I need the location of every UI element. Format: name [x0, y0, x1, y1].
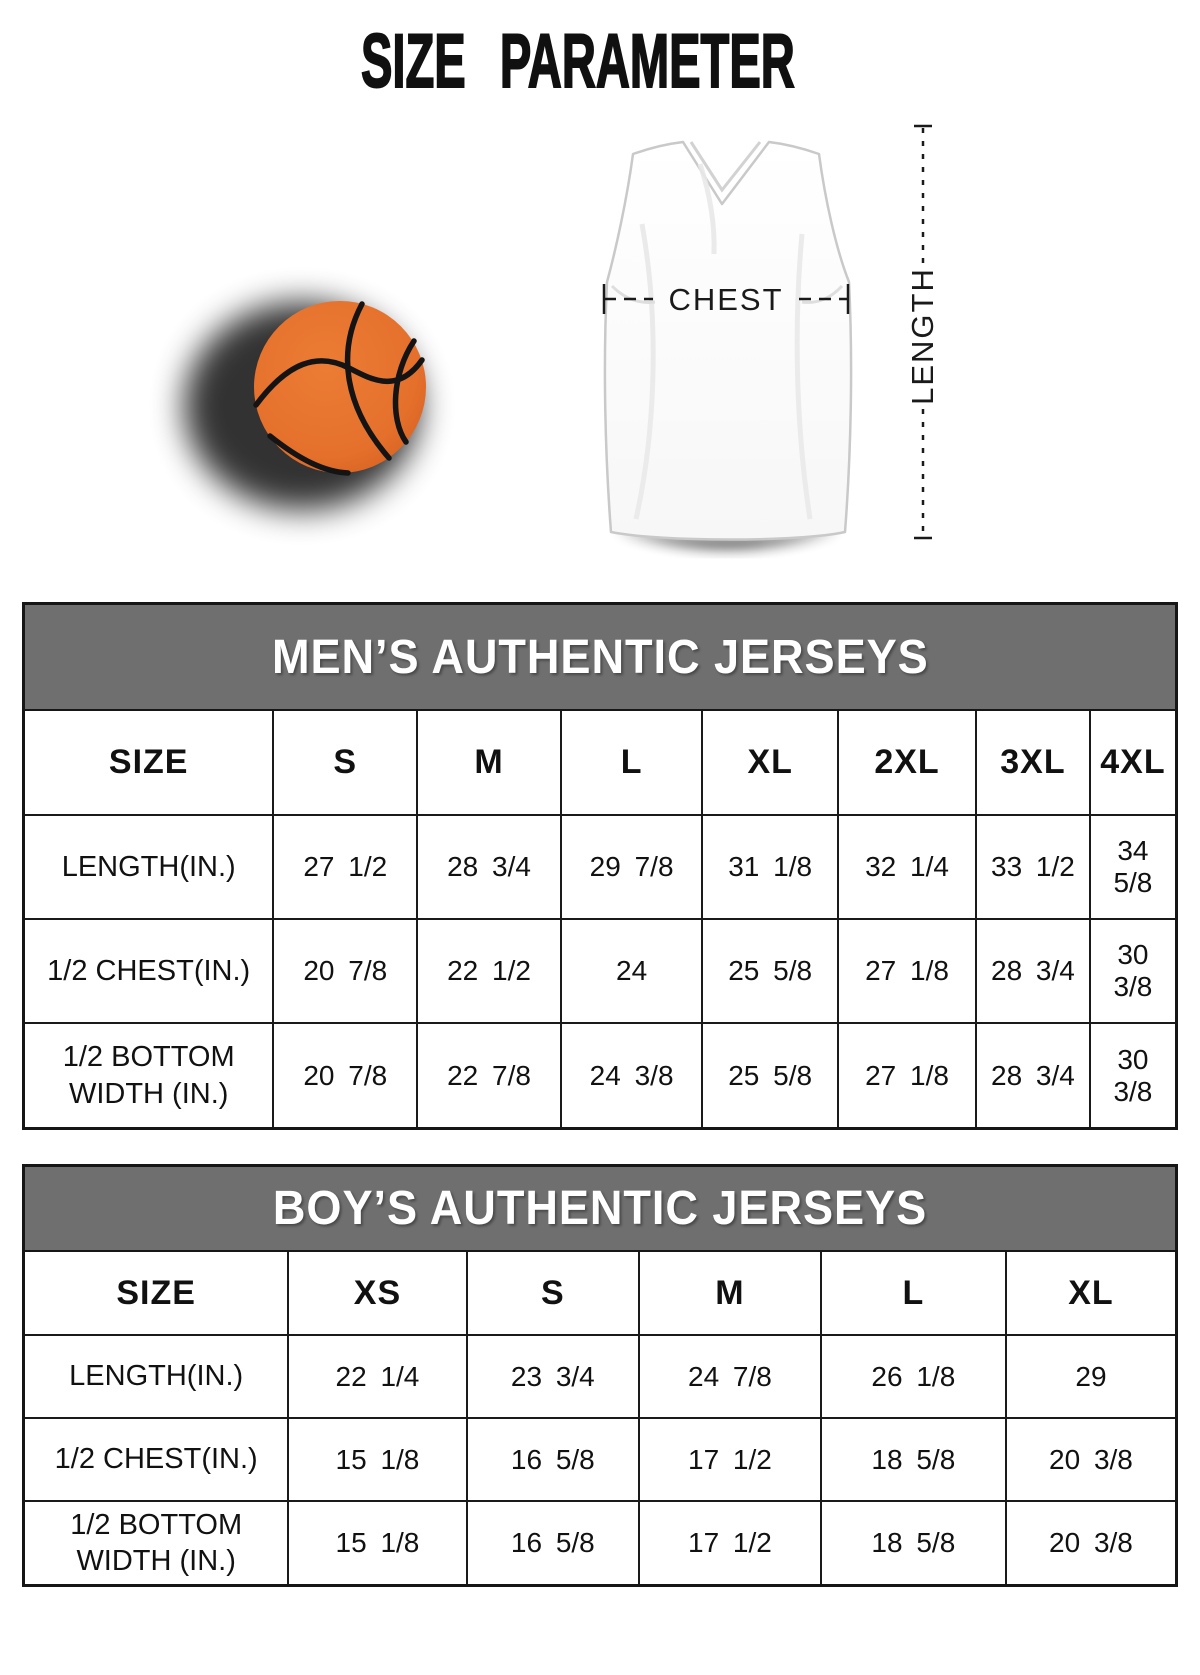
- boys-size-grid: SIZE XS S M L XL LENGTH(IN.) 22 1/4 23 3…: [25, 1252, 1175, 1584]
- size-col-header: 3XL: [975, 711, 1091, 816]
- row-label: 1/2 CHEST(IN.): [25, 1417, 290, 1502]
- size-value-cell: 26 1/8: [819, 1334, 1007, 1419]
- size-value-cell: 27 1/2: [272, 814, 419, 920]
- size-value-cell: 16 5/8: [465, 1417, 641, 1502]
- size-value-cell: 29 7/8: [559, 814, 704, 920]
- size-value-cell: 20 7/8: [272, 918, 419, 1024]
- size-value-cell: 24 7/8: [638, 1334, 822, 1419]
- size-diagram: CHEST LENGTH: [184, 124, 940, 547]
- size-value-cell: 28 3/4: [975, 1022, 1091, 1127]
- size-value-cell: 17 1/2: [638, 1500, 822, 1584]
- size-value-cell: 20 3/8: [1004, 1500, 1175, 1584]
- size-col-header: 4XL: [1088, 711, 1175, 816]
- size-value-cell: 33 1/2: [975, 814, 1091, 920]
- row-label: LENGTH(IN.): [25, 1334, 290, 1419]
- size-value-cell: 20 3/8: [1004, 1417, 1175, 1502]
- length-label: LENGTH: [905, 267, 940, 405]
- mens-table-title: MEN’S AUTHENTIC JERSEYS: [271, 630, 929, 684]
- boys-size-table: BOY’S AUTHENTIC JERSEYS SIZE XS S M L XL…: [22, 1164, 1178, 1587]
- size-value-cell: 29: [1004, 1334, 1175, 1419]
- mens-bottom-width-row: 1/2 BOTTOM WIDTH (IN.) 20 7/8 22 7/8 24 …: [25, 1022, 1175, 1127]
- size-col-header: XL: [701, 711, 840, 816]
- mens-size-grid: SIZE S M L XL 2XL 3XL 4XL LENGTH(IN.) 27…: [25, 711, 1175, 1127]
- size-value-cell: 30 3/8: [1088, 1022, 1175, 1127]
- size-col-header: S: [272, 711, 419, 816]
- size-value-cell: 22 7/8: [416, 1022, 562, 1127]
- row-label: 1/2 BOTTOM WIDTH (IN.): [25, 1500, 290, 1584]
- boys-chest-row: 1/2 CHEST(IN.) 15 1/8 16 5/8 17 1/2 18 5…: [25, 1417, 1175, 1502]
- size-col-header: S: [465, 1252, 641, 1336]
- size-col-header: M: [638, 1252, 822, 1336]
- page-title-text: SIZE PARAMETER: [360, 19, 795, 104]
- size-value-cell: 24 3/8: [559, 1022, 704, 1127]
- size-value-cell: 22 1/4: [287, 1334, 468, 1419]
- size-col-header: XL: [1004, 1252, 1175, 1336]
- boys-table-title: BOY’S AUTHENTIC JERSEYS: [272, 1182, 928, 1235]
- boys-size-header-row: SIZE XS S M L XL: [25, 1252, 1175, 1336]
- boys-bottom-width-row: 1/2 BOTTOM WIDTH (IN.) 15 1/8 16 5/8 17 …: [25, 1500, 1175, 1584]
- mens-size-table: MEN’S AUTHENTIC JERSEYS SIZE S M L XL 2X…: [22, 602, 1178, 1130]
- mens-chest-row: 1/2 CHEST(IN.) 20 7/8 22 1/2 24 25 5/8 2…: [25, 918, 1175, 1024]
- boys-table-title-band: BOY’S AUTHENTIC JERSEYS: [25, 1167, 1175, 1252]
- collar-line: [689, 141, 762, 193]
- size-value-cell: 27 1/8: [837, 1022, 978, 1127]
- size-col-header: L: [559, 711, 704, 816]
- size-value-cell: 34 5/8: [1088, 814, 1175, 920]
- size-value-cell: 24: [559, 918, 704, 1024]
- size-value-cell: 15 1/8: [287, 1500, 468, 1584]
- mens-table-title-band: MEN’S AUTHENTIC JERSEYS: [25, 605, 1175, 711]
- size-value-cell: 25 5/8: [701, 1022, 840, 1127]
- size-value-cell: 15 1/8: [287, 1417, 468, 1502]
- jersey-shadow: [615, 528, 840, 547]
- size-value-cell: 30 3/8: [1088, 918, 1175, 1024]
- mens-size-header-row: SIZE S M L XL 2XL 3XL 4XL: [25, 711, 1175, 816]
- size-value-cell: 27 1/8: [837, 918, 978, 1024]
- size-value-cell: 28 3/4: [975, 918, 1091, 1024]
- size-value-cell: 18 5/8: [819, 1500, 1007, 1584]
- size-value-cell: 32 1/4: [837, 814, 978, 920]
- size-header-label: SIZE: [25, 711, 275, 816]
- basketball-icon: [253, 301, 426, 476]
- chest-dimension-line: [602, 284, 850, 314]
- size-value-cell: 20 7/8: [272, 1022, 419, 1127]
- chest-label: CHEST: [668, 282, 783, 317]
- jersey-illustration: [603, 140, 853, 541]
- size-col-header: XS: [287, 1252, 468, 1336]
- size-value-cell: 28 3/4: [416, 814, 562, 920]
- size-value-cell: 18 5/8: [819, 1417, 1007, 1502]
- size-value-cell: 17 1/2: [638, 1417, 822, 1502]
- size-value-cell: 23 3/4: [465, 1334, 641, 1419]
- size-value-cell: 22 1/2: [416, 918, 562, 1024]
- size-col-header: M: [416, 711, 562, 816]
- size-value-cell: 25 5/8: [701, 918, 840, 1024]
- page-title: SIZE PARAMETER: [0, 0, 1156, 104]
- row-label: 1/2 BOTTOM WIDTH (IN.): [25, 1022, 275, 1127]
- size-col-header: L: [819, 1252, 1007, 1336]
- length-dimension-line: [914, 124, 932, 540]
- size-value-cell: 16 5/8: [465, 1500, 641, 1584]
- size-col-header: 2XL: [837, 711, 978, 816]
- mens-length-row: LENGTH(IN.) 27 1/2 28 3/4 29 7/8 31 1/8 …: [25, 814, 1175, 920]
- size-header-label: SIZE: [25, 1252, 290, 1336]
- row-label: 1/2 CHEST(IN.): [25, 918, 275, 1024]
- boys-length-row: LENGTH(IN.) 22 1/4 23 3/4 24 7/8 26 1/8 …: [25, 1334, 1175, 1419]
- size-value-cell: 31 1/8: [701, 814, 840, 920]
- row-label: LENGTH(IN.): [25, 814, 275, 920]
